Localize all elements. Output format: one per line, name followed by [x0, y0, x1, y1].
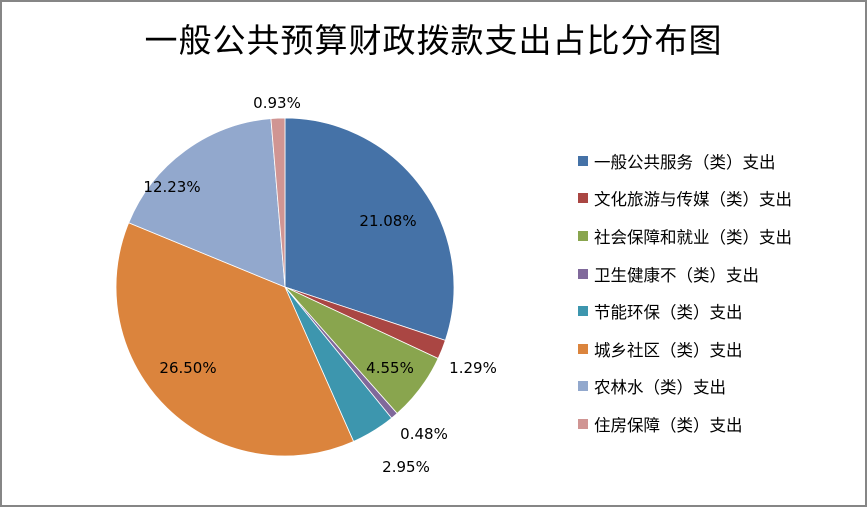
legend-swatch-icon [578, 381, 588, 392]
legend: 一般公共服务（类）支出 文化旅游与传媒（类）支出 社会保障和就业（类）支出 卫生健康不… [578, 142, 792, 443]
legend-swatch-icon [578, 418, 588, 429]
legend-item: 一般公共服务（类）支出 [578, 142, 792, 180]
legend-item: 城乡社区（类）支出 [578, 330, 792, 368]
legend-item: 节能环保（类）支出 [578, 292, 792, 330]
legend-item: 卫生健康不（类）支出 [578, 255, 792, 293]
legend-label: 社会保障和就业（类）支出 [594, 227, 792, 247]
legend-swatch-icon [578, 155, 588, 166]
legend-swatch-icon [578, 268, 588, 279]
legend-swatch-icon [578, 193, 588, 204]
legend-item: 农林水（类）支出 [578, 368, 792, 406]
legend-label: 一般公共服务（类）支出 [594, 152, 776, 172]
legend-label: 农林水（类）支出 [594, 378, 726, 398]
legend-label: 文化旅游与传媒（类）支出 [594, 190, 792, 210]
data-label: 2.95% [382, 458, 430, 476]
data-label: 4.55% [366, 359, 414, 377]
legend-item: 文化旅游与传媒（类）支出 [578, 180, 792, 218]
legend-item: 社会保障和就业（类）支出 [578, 217, 792, 255]
legend-label: 卫生健康不（类）支出 [594, 265, 759, 285]
legend-swatch-icon [578, 343, 588, 354]
pie-slice-5 [115, 222, 355, 457]
data-label: 26.50% [159, 359, 217, 377]
data-label: 12.23% [143, 178, 201, 196]
pie-slice-0 [284, 117, 455, 341]
legend-label: 城乡社区（类）支出 [594, 340, 743, 360]
data-label: 0.48% [400, 425, 448, 443]
data-label: 1.29% [449, 359, 497, 377]
pie-slice-6 [128, 118, 286, 288]
legend-item: 住房保障（类）支出 [578, 405, 792, 443]
legend-label: 节能环保（类）支出 [594, 303, 743, 323]
data-label: 21.08% [359, 212, 417, 230]
legend-swatch-icon [578, 306, 588, 317]
legend-swatch-icon [578, 230, 588, 241]
chart-title: 一般公共预算财政拨款支出占比分布图 [144, 21, 723, 60]
data-label: 0.93% [253, 94, 301, 112]
pie-slice-7 [270, 117, 286, 288]
legend-label: 住房保障（类）支出 [594, 415, 743, 435]
